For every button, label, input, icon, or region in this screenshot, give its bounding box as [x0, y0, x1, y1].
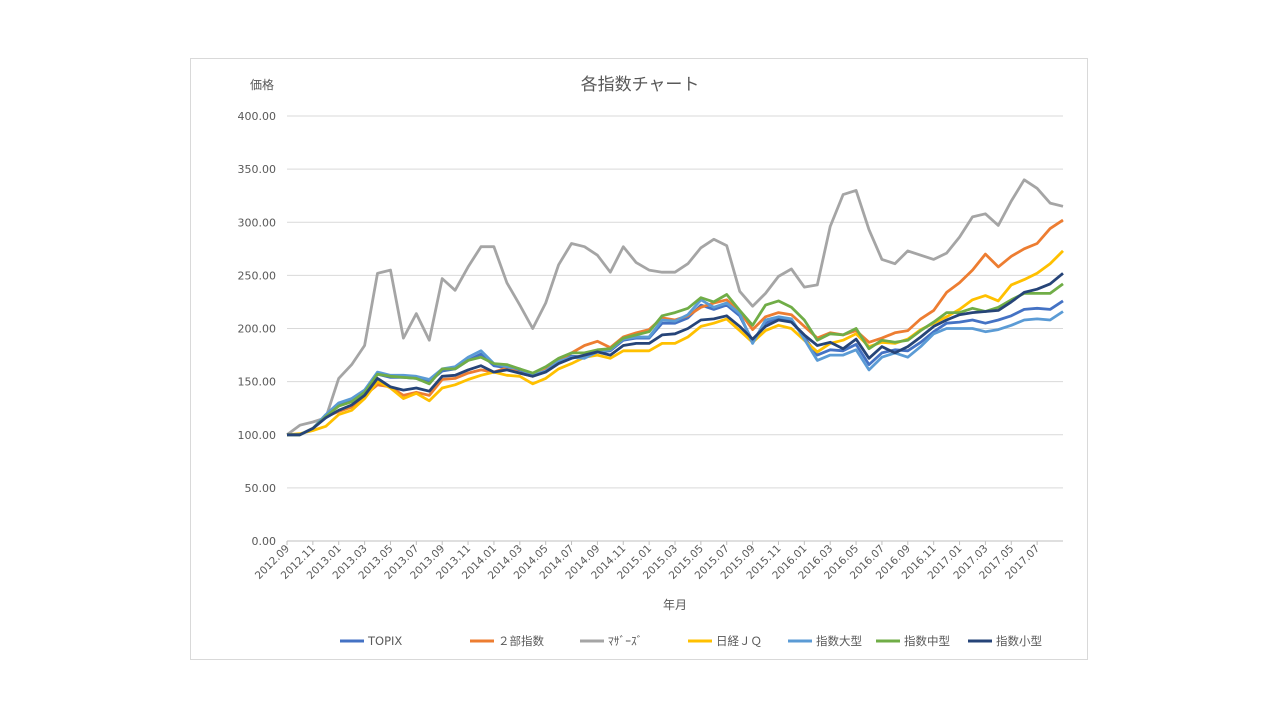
series-line-指数中型 — [287, 282, 1064, 437]
y-tick-label: 50.00 — [245, 482, 277, 495]
y-tick-label: 100.00 — [238, 429, 277, 442]
series-line-指数小型 — [287, 272, 1064, 437]
y-tick-label: 350.00 — [238, 163, 277, 176]
legend-item: 日経ＪＱ — [688, 634, 762, 648]
legend-item: 指数小型 — [968, 634, 1042, 648]
y-tick-label: 150.00 — [238, 376, 277, 389]
legend-label: ﾏｻﾞｰｽﾞ — [608, 634, 643, 648]
legend-label: 日経ＪＱ — [716, 634, 762, 648]
legend-label: TOPIX — [367, 634, 402, 648]
chart-title: 各指数チャート — [581, 75, 700, 95]
legend-item: ﾏｻﾞｰｽﾞ — [580, 634, 643, 648]
legend-label: ２部指数 — [498, 634, 544, 648]
series-line-指数大型 — [287, 298, 1064, 437]
legend-item: ２部指数 — [470, 634, 544, 648]
legend-label: 指数中型 — [904, 634, 950, 648]
legend-item: TOPIX — [340, 634, 402, 648]
y-tick-label: 0.00 — [252, 535, 277, 548]
series-line-ﾏｻﾞｰｽﾞ — [286, 178, 1064, 436]
chart-frame — [190, 58, 1088, 660]
y-tick-label: 300.00 — [238, 216, 277, 229]
y-tick-label: 400.00 — [238, 110, 277, 123]
y-tick-label: 250.00 — [238, 269, 277, 282]
x-axis-label: 年月 — [663, 598, 687, 612]
y-tick-label: 200.00 — [238, 323, 277, 336]
legend-item: 指数中型 — [876, 634, 950, 648]
series-line-日経ＪＱ — [286, 249, 1064, 437]
y-axis-label: 価格 — [250, 77, 274, 92]
legend-item: 指数大型 — [788, 634, 862, 648]
legend-label: 指数大型 — [816, 634, 862, 648]
legend-label: 指数小型 — [996, 634, 1042, 648]
